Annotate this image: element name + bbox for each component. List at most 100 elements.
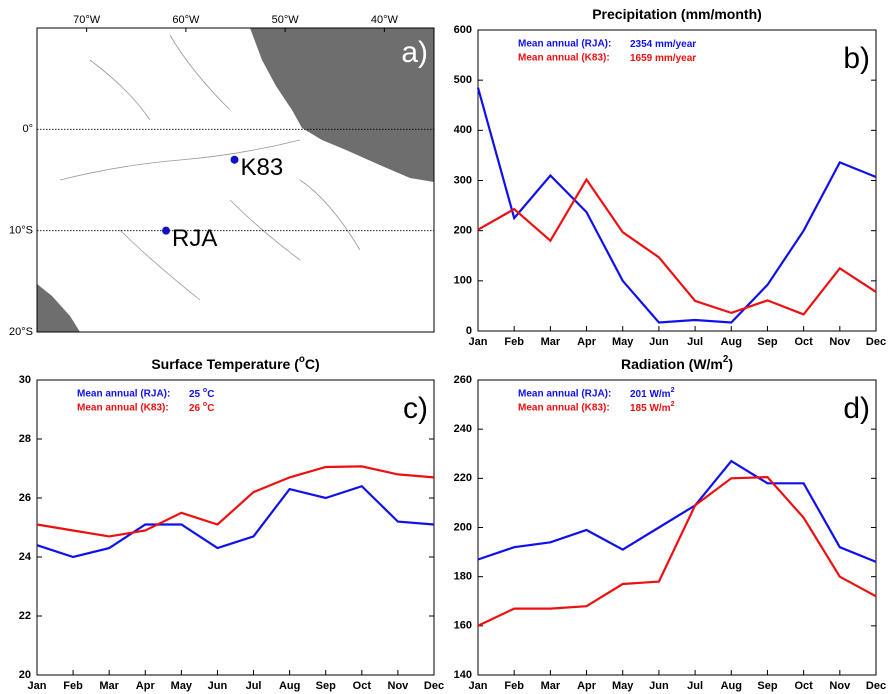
y-tick-label: 24 bbox=[19, 551, 32, 563]
legend-value: 185 W/m2 bbox=[630, 401, 675, 413]
y-tick-label: 180 bbox=[454, 571, 472, 583]
x-tick-label: 70°W bbox=[73, 14, 101, 26]
panel-label: a) bbox=[401, 36, 428, 69]
y-tick-label: 240 bbox=[454, 423, 472, 435]
x-tick-label: Jun bbox=[208, 680, 228, 692]
chart-title: Radiation (W/m2) bbox=[621, 354, 733, 372]
y-tick-label: 10°S bbox=[9, 225, 33, 237]
y-tick-label: 140 bbox=[454, 669, 472, 681]
map-background bbox=[37, 28, 434, 332]
x-tick-label: Sep bbox=[757, 336, 777, 348]
y-tick-label: 400 bbox=[454, 124, 472, 136]
y-tick-label: 0 bbox=[466, 325, 472, 337]
y-tick-label: 26 bbox=[19, 492, 31, 504]
x-tick-label: 40°W bbox=[371, 14, 399, 26]
legend-label: Mean annual (K83): bbox=[518, 53, 610, 64]
x-tick-label: Jan bbox=[28, 680, 47, 692]
legend-value-part: 25 bbox=[189, 389, 203, 400]
y-tick-label: 200 bbox=[454, 225, 472, 237]
y-tick-label: 0° bbox=[22, 123, 33, 135]
x-tick-label: Aug bbox=[721, 680, 742, 692]
x-tick-label: Aug bbox=[279, 680, 300, 692]
ocean bbox=[37, 284, 80, 332]
station bbox=[162, 226, 171, 235]
legend-label: Mean annual (RJA): bbox=[518, 39, 611, 50]
y-tick-label: 200 bbox=[454, 521, 472, 533]
legend-value-part: 2 bbox=[671, 401, 675, 408]
x-tick-label: 50°W bbox=[272, 14, 300, 26]
x-tick-label: 60°W bbox=[172, 14, 200, 26]
x-tick-label: Mar bbox=[99, 680, 119, 692]
station bbox=[230, 155, 239, 164]
panel-label: b) bbox=[843, 42, 870, 75]
x-tick-label: Jul bbox=[687, 336, 703, 348]
x-tick-label: May bbox=[612, 680, 634, 692]
legend-value: 25 oC bbox=[189, 387, 214, 399]
series-line bbox=[36, 465, 435, 538]
x-tick-label: Sep bbox=[316, 680, 336, 692]
frame bbox=[477, 29, 877, 332]
chart-title-part: Precipitation (mm/month) bbox=[592, 6, 762, 22]
x-tick-label: Oct bbox=[794, 680, 813, 692]
chart-title-part: 2 bbox=[723, 354, 729, 365]
x-tick-label: Jul bbox=[246, 680, 262, 692]
x-tick-label: Sep bbox=[757, 680, 777, 692]
y-tick-label: 28 bbox=[19, 433, 31, 445]
legend-value-part: o bbox=[203, 401, 207, 408]
y-tick-label: 22 bbox=[19, 610, 31, 622]
legend-value-part: 2 bbox=[671, 387, 675, 394]
x-tick-label: Jun bbox=[649, 336, 669, 348]
legend-value-part: 2354 mm/year bbox=[630, 39, 696, 50]
legend-value-part: 1659 mm/year bbox=[630, 53, 696, 64]
legend-label: Mean annual (K83): bbox=[77, 403, 169, 414]
chart-title-part: Radiation (W/m bbox=[621, 356, 723, 372]
x-tick-label: Oct bbox=[794, 336, 813, 348]
legend-value-part: 185 W/m bbox=[630, 403, 671, 414]
station-label: K83 bbox=[241, 154, 284, 181]
x-tick-label: Jan bbox=[469, 680, 488, 692]
borders bbox=[59, 34, 361, 301]
x-tick-label: Nov bbox=[829, 680, 851, 692]
legend-value: 1659 mm/year bbox=[630, 53, 696, 64]
y-tick-label: 500 bbox=[454, 74, 472, 86]
x-tick-label: Aug bbox=[721, 336, 742, 348]
series-line bbox=[477, 459, 877, 563]
x-tick-label: Feb bbox=[504, 680, 524, 692]
series-line bbox=[476, 87, 877, 324]
y-tick-label: 220 bbox=[454, 472, 472, 484]
legend-value-part: C bbox=[207, 403, 214, 414]
chart-title-part: C) bbox=[305, 356, 320, 372]
ocean bbox=[250, 28, 434, 182]
legend-value: 2354 mm/year bbox=[630, 39, 696, 50]
legend-label: Mean annual (K83): bbox=[518, 403, 610, 414]
x-tick-label: Oct bbox=[353, 680, 372, 692]
legend-value-part: 201 W/m bbox=[630, 389, 671, 400]
x-tick-label: Nov bbox=[388, 680, 410, 692]
legend-label: Mean annual (RJA): bbox=[77, 389, 170, 400]
legend-value-part: 26 bbox=[189, 403, 203, 414]
x-tick-label: Feb bbox=[504, 336, 524, 348]
chart-title-part: Surface Temperature ( bbox=[151, 356, 299, 372]
frame bbox=[36, 379, 435, 676]
frame bbox=[36, 27, 435, 333]
x-tick-label: Apr bbox=[136, 680, 156, 692]
chart-title: Surface Temperature (oC) bbox=[151, 354, 319, 372]
y-tick-label: 160 bbox=[454, 620, 472, 632]
series-line bbox=[477, 475, 877, 627]
legend-value: 201 W/m2 bbox=[630, 387, 675, 399]
frame bbox=[477, 379, 877, 676]
legend-label: Mean annual (RJA): bbox=[518, 389, 611, 400]
x-tick-label: May bbox=[171, 680, 193, 692]
x-tick-label: Nov bbox=[829, 336, 851, 348]
legend-value-part: C bbox=[207, 389, 214, 400]
series-line bbox=[36, 484, 435, 559]
panel-label: c) bbox=[403, 392, 428, 425]
x-tick-label: Feb bbox=[63, 680, 83, 692]
y-tick-label: 260 bbox=[454, 374, 472, 386]
x-tick-label: Mar bbox=[541, 680, 561, 692]
y-tick-label: 600 bbox=[454, 24, 472, 36]
x-tick-label: Apr bbox=[577, 336, 597, 348]
panel-label: d) bbox=[843, 392, 870, 425]
chart-title: Precipitation (mm/month) bbox=[592, 6, 762, 22]
